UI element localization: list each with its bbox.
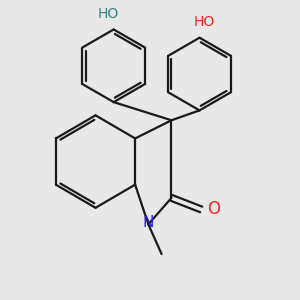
Text: O: O [207, 200, 220, 218]
Text: HO: HO [194, 16, 215, 29]
Text: N: N [143, 215, 154, 230]
Text: HO: HO [98, 7, 119, 21]
